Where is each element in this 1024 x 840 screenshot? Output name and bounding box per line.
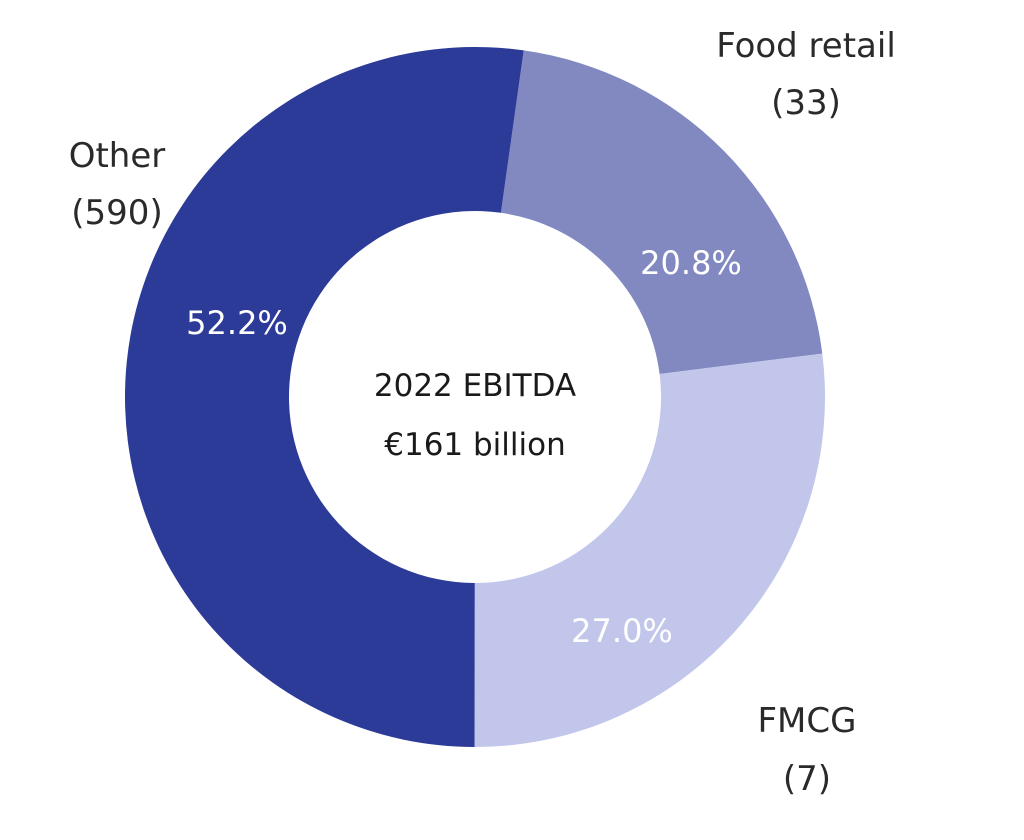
slice-count-other: (590) [71, 193, 162, 233]
slice-count-food-retail: (33) [771, 83, 841, 123]
donut-slices [124, 47, 826, 748]
slice-label-food-retail: Food retail [716, 26, 896, 66]
center-title: 2022 EBITDA [374, 368, 576, 404]
slice-label-fmcg: FMCG [758, 701, 857, 741]
slice-count-fmcg: (7) [783, 759, 831, 799]
slice-food-retail [500, 50, 823, 374]
slice-pct-food-retail: 20.8% [640, 244, 742, 282]
center-value: €161 billion [384, 427, 566, 463]
slice-other [124, 47, 524, 747]
slice-pct-fmcg: 27.0% [571, 612, 673, 650]
slice-label-other: Other [69, 136, 166, 176]
slice-fmcg [474, 353, 826, 748]
slice-pct-other: 52.2% [186, 304, 288, 342]
